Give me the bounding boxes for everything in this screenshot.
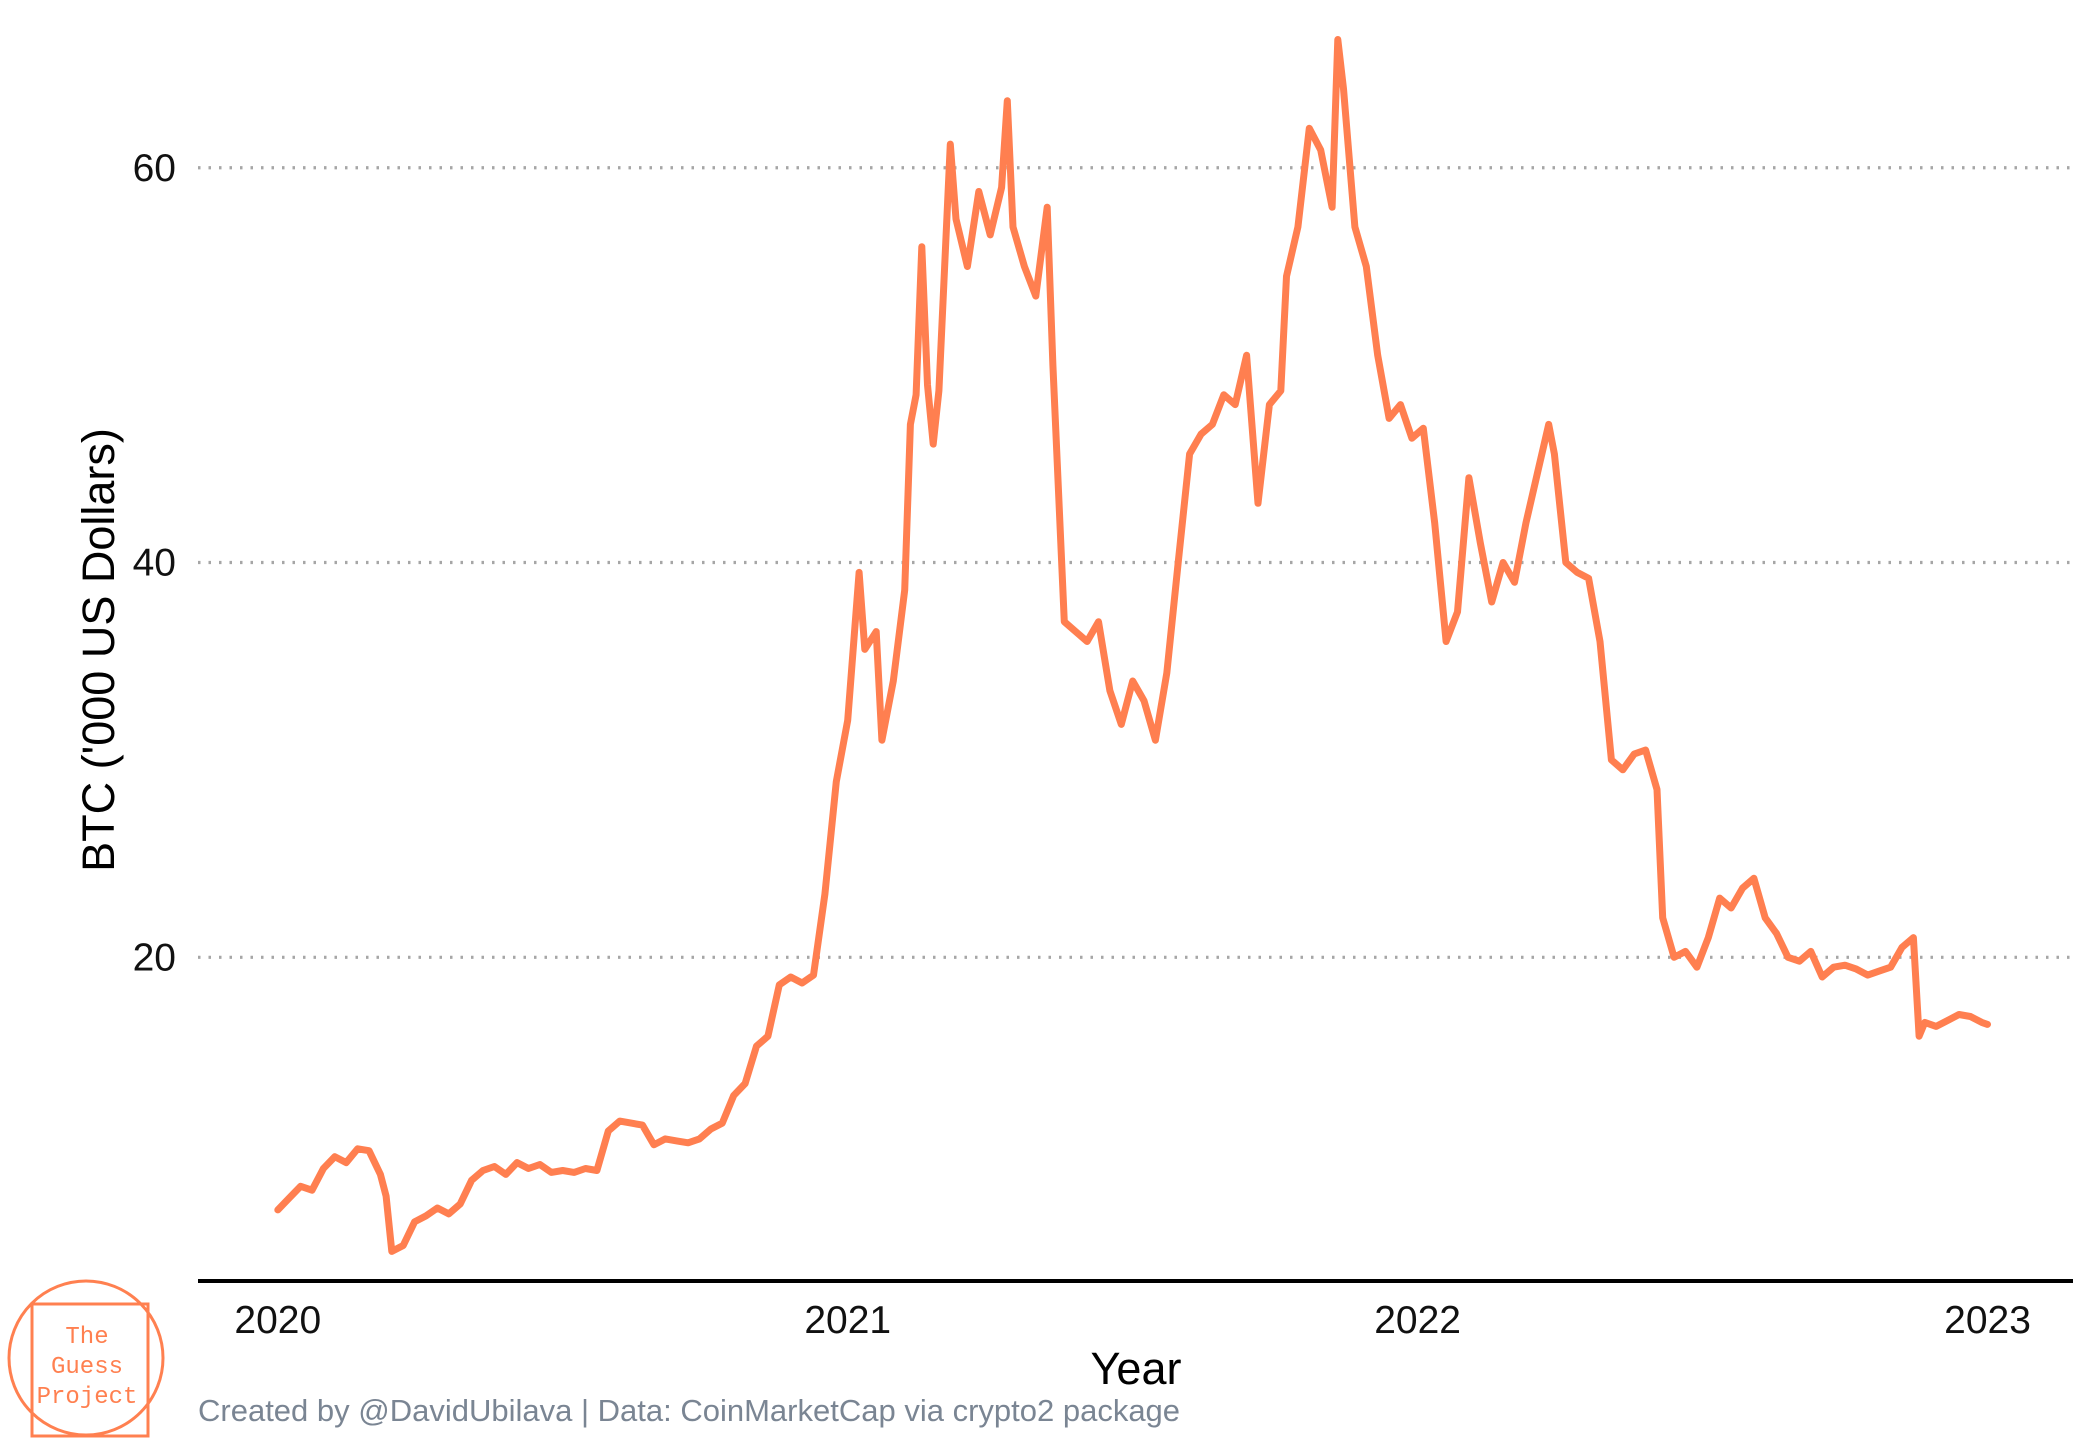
y-axis-title: BTC ('000 US Dollars) <box>73 428 124 872</box>
y-tick-label-20: 20 <box>133 936 176 979</box>
y-tick-label-40: 40 <box>133 542 176 585</box>
x-tick-labels: 2020 2021 2022 2023 <box>234 1299 2030 1342</box>
x-tick-label-2023: 2023 <box>1944 1299 2031 1342</box>
x-tick-label-2021: 2021 <box>804 1299 891 1342</box>
y-gridlines <box>198 166 2073 959</box>
chart-caption: Created by @DavidUbilava | Data: CoinMar… <box>198 1393 1180 1428</box>
logo-square <box>30 1302 150 1438</box>
btc-price-line <box>274 36 1991 1255</box>
guess-project-logo: The Guess Project <box>7 1279 165 1438</box>
x-tick-label-2022: 2022 <box>1374 1299 1461 1342</box>
x-axis-title: Year <box>1091 1343 1182 1394</box>
logo-line-1: The <box>65 1324 108 1351</box>
logo-line-3: Project <box>37 1384 138 1411</box>
y-tick-labels: 20 40 60 <box>133 147 176 980</box>
x-tick-label-2020: 2020 <box>234 1299 321 1342</box>
y-tick-label-60: 60 <box>133 147 176 190</box>
logo-line-2: Guess <box>51 1354 123 1381</box>
